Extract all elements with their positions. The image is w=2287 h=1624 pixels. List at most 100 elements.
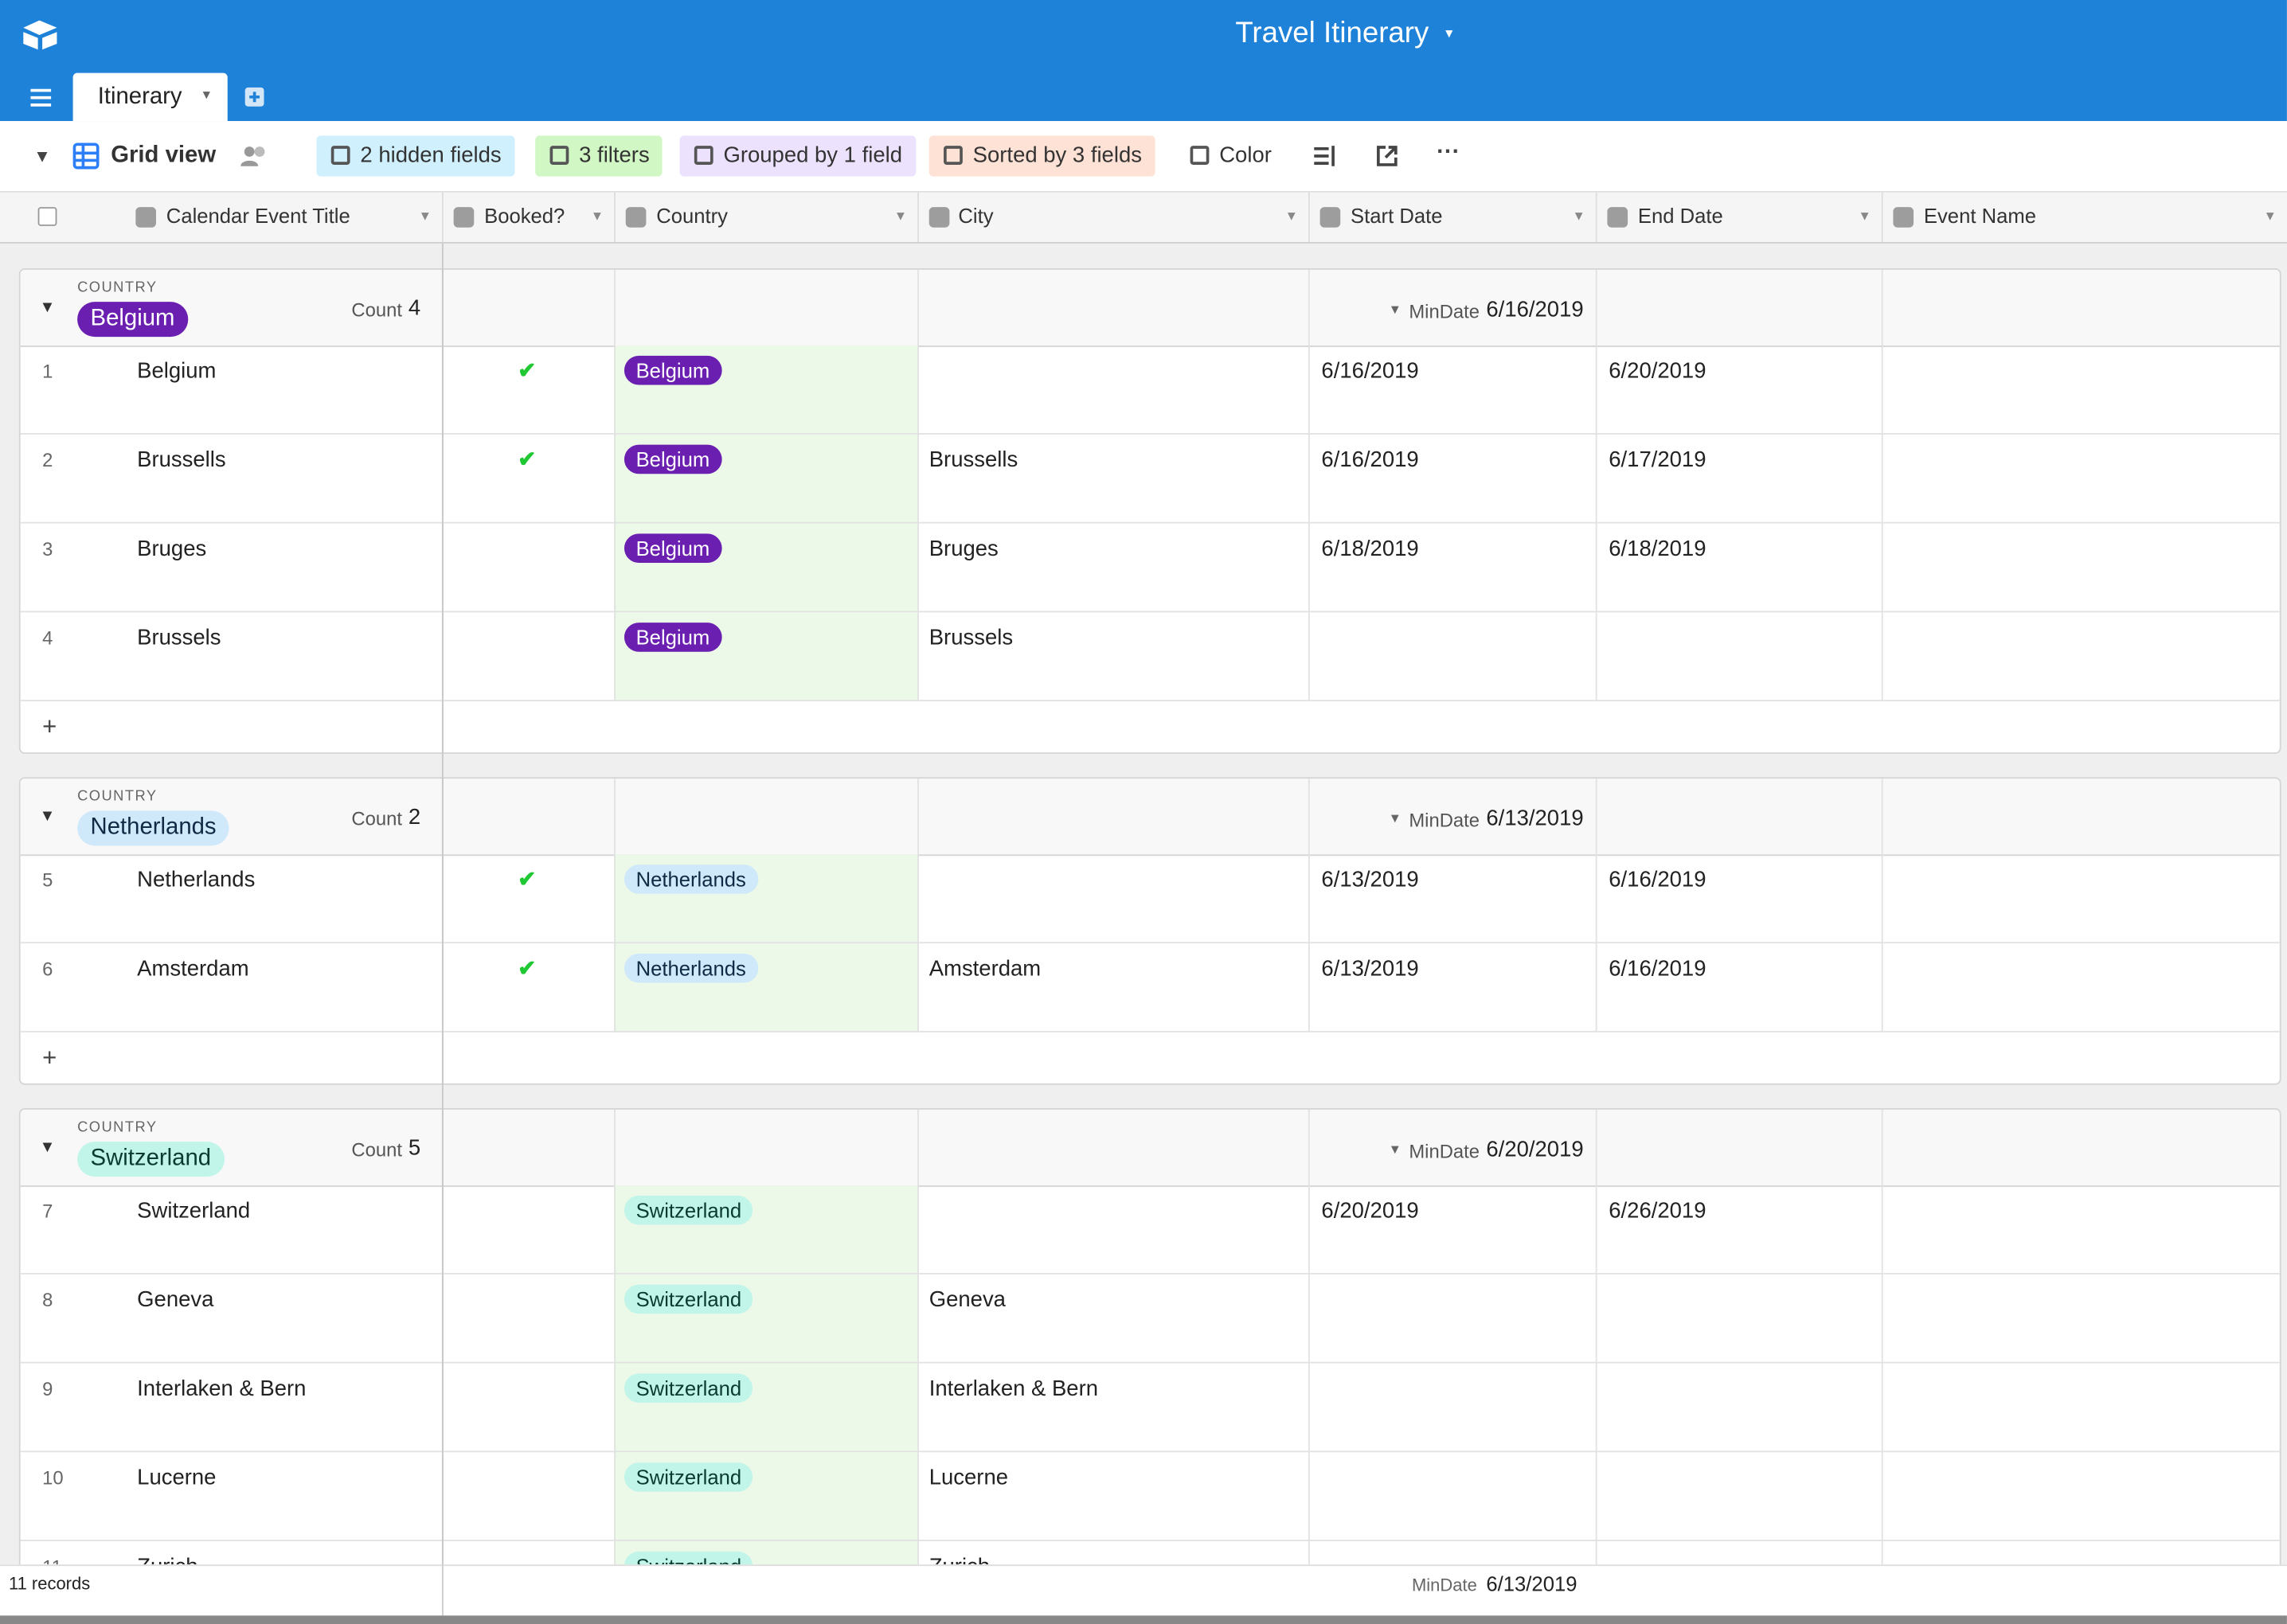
cell-end[interactable]: 6/18/2019 <box>1609 537 1706 562</box>
country-pill[interactable]: Switzerland <box>624 1284 753 1314</box>
cell-city[interactable]: Amsterdam <box>928 956 1042 982</box>
title-caret[interactable]: ▾ <box>1445 25 1453 43</box>
country-pill[interactable]: Belgium <box>624 623 721 652</box>
cell-city[interactable]: Brussels <box>928 625 1014 650</box>
column-caret[interactable]: ▼ <box>1858 208 1871 224</box>
button-label[interactable]: 3 filters <box>579 142 650 168</box>
button-label[interactable]: Sorted by 3 fields <box>972 142 1142 168</box>
add-row[interactable]: + <box>42 712 57 741</box>
cell-title[interactable]: Lucerne <box>137 1465 217 1490</box>
row-height-icon[interactable] <box>1312 144 1335 167</box>
cell-title[interactable]: Geneva <box>137 1287 214 1313</box>
column-title[interactable]: Calendar Event Title <box>166 204 350 228</box>
toolbar-button[interactable]: Sorted by 3 fields <box>928 135 1155 177</box>
view-caret[interactable]: ▼ <box>33 146 51 166</box>
add-row[interactable]: + <box>42 1044 57 1072</box>
row-number: 1 <box>42 360 53 382</box>
country-pill[interactable]: Netherlands <box>624 865 758 894</box>
button-label[interactable]: Color <box>1219 142 1272 168</box>
grid-icon <box>72 142 100 170</box>
cell-start[interactable]: 6/18/2019 <box>1321 537 1419 562</box>
menu-icon[interactable] <box>29 88 53 108</box>
col-line <box>1881 779 1883 1033</box>
country-pill[interactable]: Belgium <box>624 355 721 385</box>
cell-title[interactable]: Netherlands <box>137 867 256 892</box>
country-pill[interactable]: Belgium <box>624 444 721 474</box>
row-border <box>20 1450 2280 1453</box>
cell-title[interactable]: Switzerland <box>137 1198 251 1224</box>
group-collapse[interactable]: ▼ <box>39 807 56 826</box>
cell-title[interactable]: Amsterdam <box>137 956 249 982</box>
column-caret[interactable]: ▼ <box>2263 208 2277 224</box>
cell-title[interactable]: Bruges <box>137 537 207 562</box>
column-caret[interactable]: ▼ <box>418 208 432 224</box>
group-collapse[interactable]: ▼ <box>39 299 56 317</box>
column-caret[interactable]: ▼ <box>1284 208 1298 224</box>
cell-city[interactable]: Geneva <box>928 1287 1006 1313</box>
column-caret[interactable]: ▼ <box>893 208 908 224</box>
country-pill[interactable]: Belgium <box>624 533 721 563</box>
group-pill: Switzerland <box>77 1142 225 1177</box>
button-label[interactable]: 2 hidden fields <box>360 142 502 168</box>
cell-city[interactable]: Bruges <box>928 537 999 562</box>
checkmark[interactable]: ✔ <box>518 447 537 473</box>
column-icon <box>1893 207 1914 228</box>
min-caret[interactable]: ▼ <box>1388 810 1402 826</box>
checkmark[interactable]: ✔ <box>518 358 537 384</box>
group-collapse[interactable]: ▼ <box>39 1138 56 1157</box>
checkmark[interactable]: ✔ <box>518 867 537 892</box>
country-pill[interactable]: Netherlands <box>624 953 758 983</box>
tab-caret[interactable]: ▾ <box>202 87 210 104</box>
base-title[interactable]: Travel Itinerary <box>1235 17 1429 50</box>
cell-end[interactable]: 6/20/2019 <box>1609 358 1706 384</box>
toolbar-button[interactable]: Grouped by 1 field <box>679 135 916 177</box>
tab-label[interactable]: Itinerary <box>97 84 182 110</box>
min-caret[interactable]: ▼ <box>1388 302 1402 317</box>
cell-title[interactable]: Brussels <box>137 625 221 650</box>
cell-city[interactable]: Brussells <box>928 447 1018 473</box>
cell-end[interactable]: 6/26/2019 <box>1609 1198 1706 1224</box>
toolbar-button[interactable]: 2 hidden fields <box>316 135 515 177</box>
country-pill[interactable]: Switzerland <box>624 1373 753 1403</box>
view-name[interactable]: Grid view <box>111 142 217 168</box>
toolbar-button[interactable]: 3 filters <box>535 135 663 177</box>
select-all[interactable] <box>37 207 57 226</box>
min-caret[interactable]: ▼ <box>1388 1142 1402 1157</box>
checkmark[interactable]: ✔ <box>518 956 537 982</box>
column-title[interactable]: End Date <box>1637 204 1723 228</box>
cell-end[interactable]: 6/16/2019 <box>1609 867 1706 892</box>
cell-city[interactable]: Lucerne <box>928 1465 1009 1490</box>
logo[interactable] <box>21 18 61 53</box>
country-pill[interactable]: Switzerland <box>624 1195 753 1225</box>
cell-start[interactable]: 6/13/2019 <box>1321 867 1419 892</box>
cell-end[interactable]: 6/17/2019 <box>1609 447 1706 473</box>
cell-start[interactable]: 6/20/2019 <box>1321 1198 1419 1224</box>
country-pill[interactable]: Switzerland <box>624 1462 753 1492</box>
column-caret[interactable]: ▼ <box>1572 208 1585 224</box>
add-tab[interactable] <box>244 86 265 107</box>
collab-icon[interactable] <box>239 142 268 169</box>
column-title[interactable]: Event Name <box>1923 204 2036 228</box>
cell-city[interactable]: Interlaken & Bern <box>928 1376 1099 1402</box>
cell-end[interactable]: 6/16/2019 <box>1609 956 1706 982</box>
cell-start[interactable]: 6/16/2019 <box>1321 358 1419 384</box>
column-title[interactable]: Start Date <box>1351 204 1443 228</box>
cell-title[interactable]: Interlaken & Bern <box>137 1376 307 1402</box>
column-caret[interactable]: ▼ <box>590 208 604 224</box>
row-number: 7 <box>42 1200 53 1222</box>
tab[interactable] <box>72 72 228 122</box>
country-pill[interactable]: Switzerland <box>624 1551 753 1565</box>
cell-title[interactable]: Brussells <box>137 447 226 473</box>
button-label[interactable]: Grouped by 1 field <box>723 142 902 168</box>
cell-start[interactable]: 6/16/2019 <box>1321 447 1419 473</box>
cell-start[interactable]: 6/13/2019 <box>1321 956 1419 982</box>
toolbar-button[interactable]: Color <box>1175 135 1284 176</box>
cell-title[interactable]: Zurich <box>137 1554 197 1564</box>
cell-city[interactable]: Zurich <box>929 1554 990 1564</box>
more-icon[interactable]: ··· <box>1437 139 1460 165</box>
share-icon[interactable] <box>1375 144 1398 167</box>
column-title[interactable]: Booked? <box>484 204 565 228</box>
column-title[interactable]: Country <box>656 204 729 228</box>
column-title[interactable]: City <box>958 204 994 228</box>
cell-title[interactable]: Belgium <box>137 358 217 384</box>
